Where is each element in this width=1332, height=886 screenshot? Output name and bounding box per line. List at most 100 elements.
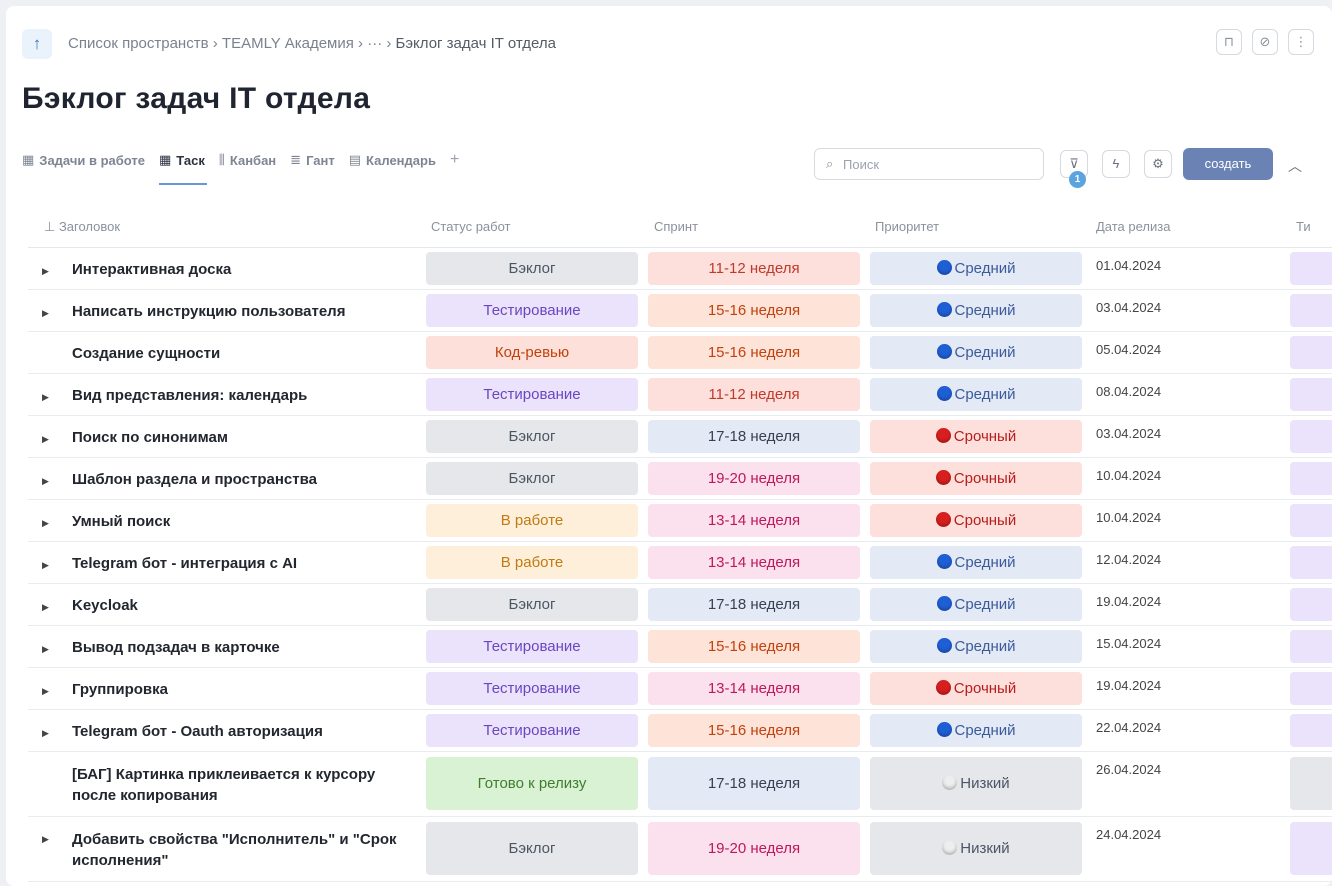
sprint-cell[interactable]: 15-16 неделя [648, 294, 860, 327]
release-date-cell[interactable]: 15.04.2024 [1096, 636, 1162, 651]
breadcrumb-item-more[interactable]: ··· [367, 35, 383, 52]
column-header-type[interactable]: Ти [1296, 219, 1311, 234]
type-cell[interactable] [1290, 378, 1332, 411]
priority-cell[interactable]: Средний [870, 630, 1082, 663]
status-cell[interactable]: Бэклог [426, 588, 638, 621]
status-cell[interactable]: Тестирование [426, 378, 638, 411]
sprint-cell[interactable]: 19-20 неделя [648, 822, 860, 875]
status-cell[interactable]: Бэклог [426, 462, 638, 495]
create-button[interactable]: создать [1183, 148, 1273, 180]
release-date-cell[interactable]: 24.04.2024 [1096, 827, 1162, 842]
status-cell[interactable]: Тестирование [426, 630, 638, 663]
table-row[interactable]: ▶ Telegram бот - интеграция с AI В работе 1… [28, 542, 1332, 584]
status-cell[interactable]: В работе [426, 504, 638, 537]
type-cell[interactable] [1290, 336, 1332, 369]
up-arrow-button[interactable]: ↑ [22, 29, 52, 59]
status-cell[interactable]: Бэклог [426, 252, 638, 285]
status-cell[interactable]: Код-ревью [426, 336, 638, 369]
release-date-cell[interactable]: 10.04.2024 [1096, 510, 1162, 525]
status-cell[interactable]: Бэклог [426, 420, 638, 453]
expand-caret-icon[interactable]: ▶ [42, 560, 49, 570]
expand-caret-icon[interactable]: ▶ [42, 728, 49, 738]
breadcrumb-item-academy[interactable]: TEAMLY Академия [221, 35, 354, 52]
column-header-title[interactable]: ⊥ Заголовок [44, 219, 121, 234]
status-cell[interactable]: В работе [426, 546, 638, 579]
release-date-cell[interactable]: 03.04.2024 [1096, 426, 1162, 441]
table-row[interactable]: ▶ Написать инструкцию пользователя Тестиро… [28, 290, 1332, 332]
priority-cell[interactable]: Низкий [870, 757, 1082, 810]
sprint-cell[interactable]: 13-14 неделя [648, 546, 860, 579]
type-cell[interactable] [1290, 714, 1332, 747]
release-date-cell[interactable]: 12.04.2024 [1096, 552, 1162, 567]
priority-cell[interactable]: Срочный [870, 672, 1082, 705]
sprint-cell[interactable]: 13-14 неделя [648, 504, 860, 537]
table-row[interactable]: ▶ Telegram бот - Oauth авторизация Тестиро… [28, 710, 1332, 752]
sprint-cell[interactable]: 13-14 неделя [648, 672, 860, 705]
sprint-cell[interactable]: 11-12 неделя [648, 378, 860, 411]
priority-cell[interactable]: Низкий [870, 822, 1082, 875]
table-row[interactable]: ▶ Keycloak Бэклог 17-18 неделя Средний 19.04.… [28, 584, 1332, 626]
sprint-cell[interactable]: 15-16 неделя [648, 336, 860, 369]
status-cell[interactable]: Тестирование [426, 294, 638, 327]
table-row[interactable]: Создание сущности Код-ревью 15-16 неделя Ср… [28, 332, 1332, 374]
status-cell[interactable]: Готово к релизу [426, 757, 638, 810]
table-row[interactable]: ▶ Вывод подзадач в карточке Тестирование 15… [28, 626, 1332, 668]
release-date-cell[interactable]: 19.04.2024 [1096, 678, 1162, 693]
sprint-cell[interactable]: 11-12 неделя [648, 252, 860, 285]
priority-cell[interactable]: Срочный [870, 504, 1082, 537]
table-row[interactable]: ▶ Умный поиск В работе 13-14 неделя Срочный 1… [28, 500, 1332, 542]
release-date-cell[interactable]: 03.04.2024 [1096, 300, 1162, 315]
release-date-cell[interactable]: 08.04.2024 [1096, 384, 1162, 399]
release-date-cell[interactable]: 01.04.2024 [1096, 258, 1162, 273]
sprint-cell[interactable]: 15-16 неделя [648, 630, 860, 663]
status-cell[interactable]: Бэклог [426, 822, 638, 875]
table-row[interactable]: ▶ Интерактивная доска Бэклог 11-12 неделя Ср… [28, 248, 1332, 290]
automation-button[interactable]: ϟ [1102, 150, 1130, 178]
table-row[interactable]: ▶ Шаблон раздела и пространства Бэклог 19-2… [28, 458, 1332, 500]
expand-caret-icon[interactable]: ▶ [42, 266, 49, 276]
priority-cell[interactable]: Срочный [870, 462, 1082, 495]
tab-gantt[interactable]: ≣ Гант [290, 149, 335, 171]
expand-caret-icon[interactable]: ▶ [42, 834, 49, 844]
type-cell[interactable] [1290, 757, 1332, 810]
type-cell[interactable] [1290, 672, 1332, 705]
sprint-cell[interactable]: 17-18 неделя [648, 420, 860, 453]
expand-caret-icon[interactable]: ▶ [42, 686, 49, 696]
settings-button[interactable]: ⚙ [1144, 150, 1172, 178]
type-cell[interactable] [1290, 630, 1332, 663]
expand-caret-icon[interactable]: ▶ [42, 392, 49, 402]
table-row[interactable]: [БАГ] Картинка приклеивается к курсору п… [28, 752, 1332, 817]
type-cell[interactable] [1290, 504, 1332, 537]
type-cell[interactable] [1290, 252, 1332, 285]
type-cell[interactable] [1290, 294, 1332, 327]
priority-cell[interactable]: Средний [870, 294, 1082, 327]
chevron-up-icon[interactable]: ︿ [1288, 158, 1302, 174]
expand-caret-icon[interactable]: ▶ [42, 308, 49, 318]
column-header-sprint[interactable]: Спринт [654, 219, 699, 234]
priority-cell[interactable]: Средний [870, 252, 1082, 285]
tab-tasks-in-progress[interactable]: ▦ Задачи в работе [22, 149, 145, 171]
sprint-cell[interactable]: 17-18 неделя [648, 757, 860, 810]
priority-cell[interactable]: Средний [870, 378, 1082, 411]
bookmark-icon[interactable]: ⊓ [1216, 29, 1242, 55]
status-cell[interactable]: Тестирование [426, 672, 638, 705]
sprint-cell[interactable]: 19-20 неделя [648, 462, 860, 495]
expand-caret-icon[interactable]: ▶ [42, 476, 49, 486]
expand-caret-icon[interactable]: ▶ [42, 518, 49, 528]
release-date-cell[interactable]: 22.04.2024 [1096, 720, 1162, 735]
table-row[interactable]: ▶ Поиск по синонимам Бэклог 17-18 неделя Сро… [28, 416, 1332, 458]
type-cell[interactable] [1290, 588, 1332, 621]
priority-cell[interactable]: Средний [870, 546, 1082, 579]
table-row[interactable]: ▶ Вид представления: календарь Тестировани… [28, 374, 1332, 416]
column-header-priority[interactable]: Приоритет [875, 219, 940, 234]
release-date-cell[interactable]: 26.04.2024 [1096, 762, 1162, 777]
more-vertical-icon[interactable]: ⋮ [1288, 29, 1314, 55]
type-cell[interactable] [1290, 462, 1332, 495]
priority-cell[interactable]: Срочный [870, 420, 1082, 453]
tab-calendar[interactable]: ▤ Календарь [349, 149, 436, 171]
type-cell[interactable] [1290, 822, 1332, 875]
search-input[interactable] [843, 154, 1033, 174]
priority-cell[interactable]: Средний [870, 336, 1082, 369]
column-header-release-date[interactable]: Дата релиза [1096, 219, 1171, 234]
status-cell[interactable]: Тестирование [426, 714, 638, 747]
